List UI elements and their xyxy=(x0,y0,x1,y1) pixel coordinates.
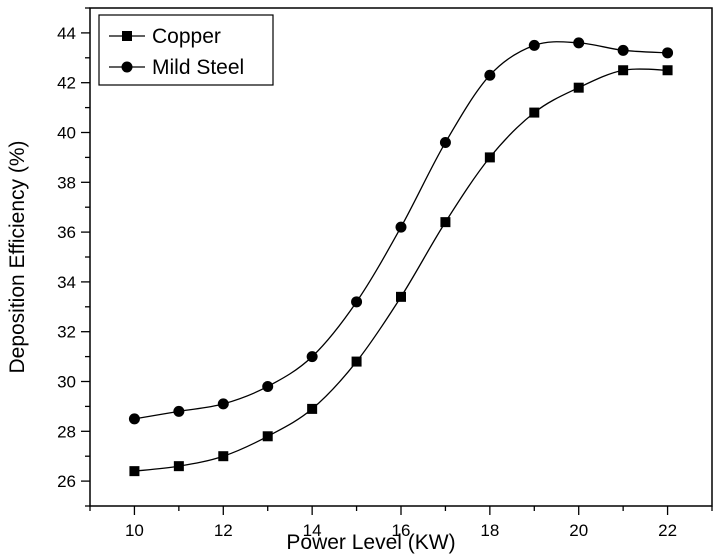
data-point-mild-steel xyxy=(617,44,629,56)
y-tick-label: 40 xyxy=(57,124,76,143)
legend-marker-mild-steel xyxy=(121,61,133,73)
data-point-copper xyxy=(351,356,362,367)
legend-marker-copper xyxy=(122,31,132,41)
series-line-copper xyxy=(134,68,668,472)
y-tick-label: 42 xyxy=(57,74,76,93)
data-point-copper xyxy=(529,107,540,118)
data-point-mild-steel xyxy=(128,413,140,425)
x-axis-title: Power Level (KW) xyxy=(286,531,455,554)
x-tick-label: 12 xyxy=(214,521,233,540)
data-point-mild-steel xyxy=(573,37,585,49)
legend-label-copper: Copper xyxy=(152,25,221,48)
legend: Copper Mild Steel xyxy=(98,14,274,86)
data-point-mild-steel xyxy=(306,351,318,363)
x-tick-label: 20 xyxy=(569,521,588,540)
data-point-mild-steel xyxy=(173,405,185,417)
data-point-mild-steel xyxy=(262,380,274,392)
y-tick-label: 34 xyxy=(57,273,76,292)
x-tick-label: 10 xyxy=(125,521,144,540)
data-point-mild-steel xyxy=(439,136,451,148)
x-tick-label: 16 xyxy=(392,521,411,540)
legend-box xyxy=(98,14,274,86)
data-point-copper xyxy=(573,82,584,93)
data-point-copper xyxy=(262,431,273,442)
y-tick-label: 38 xyxy=(57,173,76,192)
x-tick-label: 22 xyxy=(658,521,677,540)
x-tick-label: 18 xyxy=(480,521,499,540)
data-point-copper xyxy=(396,291,406,302)
data-point-mild-steel xyxy=(484,69,496,81)
x-tick-label: 14 xyxy=(303,521,322,540)
y-tick-label: 32 xyxy=(57,323,76,342)
y-tick-label: 28 xyxy=(57,422,76,441)
y-axis-title: Deposition Efficiency (%) xyxy=(6,140,29,373)
data-point-mild-steel xyxy=(217,398,229,410)
series-layer xyxy=(128,37,674,477)
data-point-copper xyxy=(440,217,451,228)
data-point-mild-steel xyxy=(662,47,674,59)
data-point-copper xyxy=(484,152,495,163)
ticks-layer: 10 12 14 16 18 20 22 26 28 30 32 34 36 38 40 42 44 xyxy=(57,7,713,540)
data-point-mild-steel xyxy=(351,296,363,308)
data-point-copper xyxy=(173,461,184,472)
y-tick-label: 26 xyxy=(57,472,76,491)
data-point-mild-steel xyxy=(395,221,407,233)
data-point-mild-steel xyxy=(528,39,540,51)
data-point-copper xyxy=(618,65,629,76)
data-point-copper xyxy=(129,466,140,477)
data-point-copper xyxy=(662,65,673,76)
y-tick-label: 30 xyxy=(57,373,76,392)
y-tick-label: 36 xyxy=(57,223,76,242)
plot-frame xyxy=(89,7,713,507)
data-point-copper xyxy=(307,403,318,414)
legend-label-mild-steel: Mild Steel xyxy=(152,56,244,79)
data-point-copper xyxy=(218,451,229,462)
y-tick-label: 44 xyxy=(57,24,76,43)
